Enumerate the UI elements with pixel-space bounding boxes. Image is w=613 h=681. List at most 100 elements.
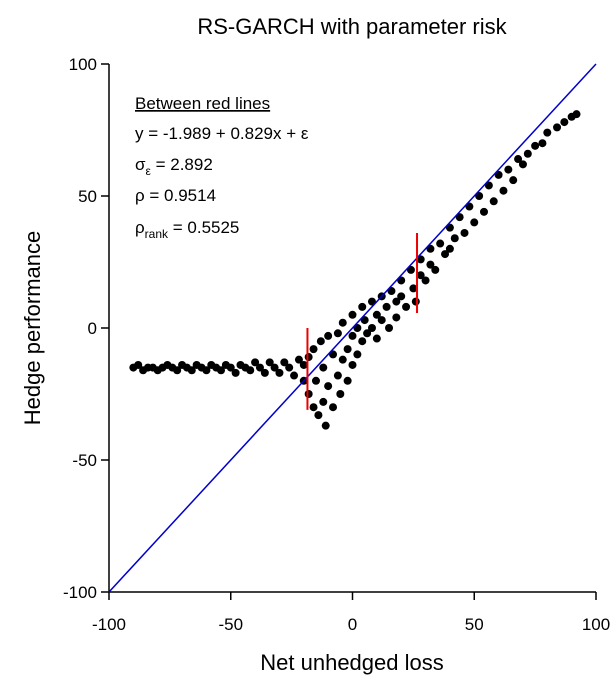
point (319, 363, 328, 372)
point (333, 371, 342, 380)
point (348, 360, 357, 369)
y-tick-label: -50 (72, 451, 97, 470)
x-tick-label: 0 (348, 615, 357, 634)
point (387, 287, 396, 296)
point (484, 181, 493, 190)
subscript: rank (145, 227, 169, 241)
point (290, 371, 299, 380)
point (402, 302, 411, 311)
point (411, 297, 420, 306)
point (553, 123, 562, 132)
point (421, 276, 430, 285)
point (445, 223, 454, 232)
point (436, 239, 445, 248)
point (465, 202, 474, 211)
point (450, 234, 459, 243)
point (523, 149, 532, 158)
point (397, 276, 406, 285)
symbol: σ (135, 155, 146, 174)
x-tick-label: -50 (218, 615, 243, 634)
y-tick-label: -100 (63, 583, 97, 602)
point (246, 366, 255, 375)
point (514, 155, 523, 164)
point (285, 363, 294, 372)
y-axis-label: Hedge performance (20, 231, 45, 425)
point (311, 376, 320, 385)
symbol: ρ (135, 218, 145, 237)
point (416, 255, 425, 264)
subscript: ε (146, 164, 152, 178)
point (343, 376, 352, 385)
point (319, 397, 328, 406)
point (392, 313, 401, 322)
x-tick-label: 100 (582, 615, 610, 634)
point (294, 355, 303, 364)
point (134, 360, 143, 369)
annotation-equation: y = -1.989 + 0.829x + ε (135, 124, 309, 143)
point (348, 331, 357, 340)
point (270, 363, 279, 372)
point (255, 363, 264, 372)
chart-title: RS-GARCH with parameter risk (197, 14, 507, 39)
point (260, 368, 269, 377)
point (426, 260, 435, 269)
point (363, 329, 372, 338)
point (353, 324, 362, 332)
point (445, 244, 454, 253)
point (531, 141, 540, 150)
point (316, 337, 325, 346)
x-tick-label: -100 (92, 615, 126, 634)
point (367, 297, 376, 306)
point (324, 331, 333, 340)
point (385, 324, 394, 332)
point (304, 390, 313, 398)
annotation-heading: Between red lines (135, 94, 270, 113)
point (187, 366, 196, 375)
point (321, 421, 330, 430)
point (360, 316, 369, 325)
annotation: Between red lines y = -1.989 + 0.829x + … (135, 94, 309, 241)
value: = 0.5525 (168, 218, 239, 237)
point (397, 292, 406, 301)
point (353, 350, 362, 359)
point (499, 186, 508, 195)
point (329, 403, 338, 412)
point (304, 353, 313, 362)
point (217, 366, 226, 375)
point (377, 316, 386, 325)
point (329, 350, 338, 359)
y-tick-label: 0 (88, 319, 97, 338)
point (336, 390, 345, 398)
annotation-sigma: σε = 2.892 (135, 155, 213, 178)
point (309, 403, 318, 412)
point (509, 176, 518, 185)
point (372, 310, 381, 319)
point (475, 192, 484, 200)
x-tick-label: 50 (465, 615, 484, 634)
annotation-rho-rank: ρrank = 0.5525 (135, 218, 239, 241)
point (560, 118, 569, 127)
y-tick-label: 50 (78, 187, 97, 206)
point (231, 368, 240, 377)
point (309, 345, 318, 354)
x-axis-label: Net unhedged loss (260, 650, 443, 675)
point (251, 358, 260, 367)
reference-line (108, 63, 597, 593)
point (367, 324, 376, 332)
point (460, 228, 469, 237)
point (202, 366, 211, 375)
point (338, 355, 347, 364)
point (543, 128, 552, 137)
point (572, 110, 581, 119)
point (406, 265, 415, 274)
point (392, 297, 401, 306)
point (348, 310, 357, 319)
y-tick-label: 100 (69, 55, 97, 74)
point (275, 368, 284, 377)
point (358, 302, 367, 311)
point (299, 360, 308, 369)
point (489, 197, 498, 206)
point (479, 207, 488, 216)
point (416, 271, 425, 280)
point (455, 213, 464, 222)
